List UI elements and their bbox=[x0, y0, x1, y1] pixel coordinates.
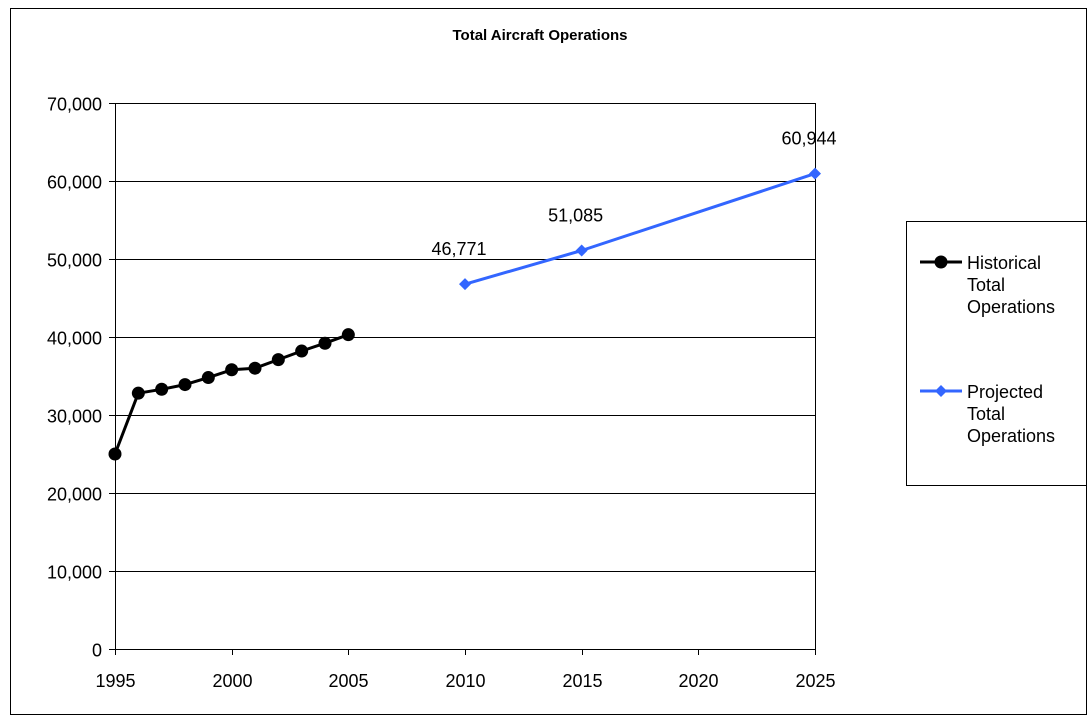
data-label: 46,771 bbox=[431, 239, 486, 259]
data-label: 51,085 bbox=[548, 206, 603, 226]
data-point bbox=[155, 382, 169, 396]
legend-label: Operations bbox=[967, 297, 1055, 317]
y-tick-label: 10,000 bbox=[47, 563, 102, 583]
data-point bbox=[295, 344, 309, 358]
x-tick-label: 2025 bbox=[795, 671, 835, 691]
data-point bbox=[131, 386, 145, 400]
data-label: 60,944 bbox=[781, 129, 836, 149]
x-tick-label: 2015 bbox=[562, 671, 602, 691]
legend-label: Operations bbox=[967, 426, 1055, 446]
data-point bbox=[178, 378, 192, 392]
x-tick-label: 2005 bbox=[328, 671, 368, 691]
data-point bbox=[318, 336, 332, 350]
legend-marker bbox=[935, 385, 947, 397]
x-tick-label: 2020 bbox=[678, 671, 718, 691]
x-tick-label: 2010 bbox=[445, 671, 485, 691]
y-tick-label: 50,000 bbox=[47, 251, 102, 271]
data-point bbox=[575, 244, 588, 257]
data-point bbox=[459, 278, 471, 291]
legend-label: Total bbox=[967, 275, 1005, 295]
legend-marker bbox=[934, 255, 948, 269]
data-point bbox=[248, 361, 262, 375]
y-tick-label: 70,000 bbox=[47, 95, 102, 115]
plot-area: 0 10,000 20,000 30,000 40,000 50,000 60,000 70,… bbox=[47, 95, 837, 692]
y-tick-label: 60,000 bbox=[47, 173, 102, 193]
legend-label: Historical bbox=[967, 253, 1041, 273]
data-point bbox=[108, 447, 122, 461]
legend-label: Projected bbox=[967, 382, 1043, 402]
y-tick-label: 0 bbox=[92, 641, 102, 661]
x-tick-label: 2000 bbox=[212, 671, 252, 691]
chart-title: Total Aircraft Operations bbox=[452, 27, 627, 44]
data-point bbox=[201, 371, 215, 385]
y-tick-label: 30,000 bbox=[47, 407, 102, 427]
legend: HistoricalTotalOperationsProjectedTotalO… bbox=[906, 221, 1087, 486]
data-point bbox=[341, 328, 355, 342]
data-point bbox=[809, 167, 821, 180]
y-tick-label: 20,000 bbox=[47, 485, 102, 505]
legend-label: Total bbox=[967, 404, 1005, 424]
data-point bbox=[225, 363, 239, 377]
data-point bbox=[271, 353, 285, 367]
y-tick-label: 40,000 bbox=[47, 329, 102, 349]
x-tick-label: 1995 bbox=[95, 671, 135, 691]
